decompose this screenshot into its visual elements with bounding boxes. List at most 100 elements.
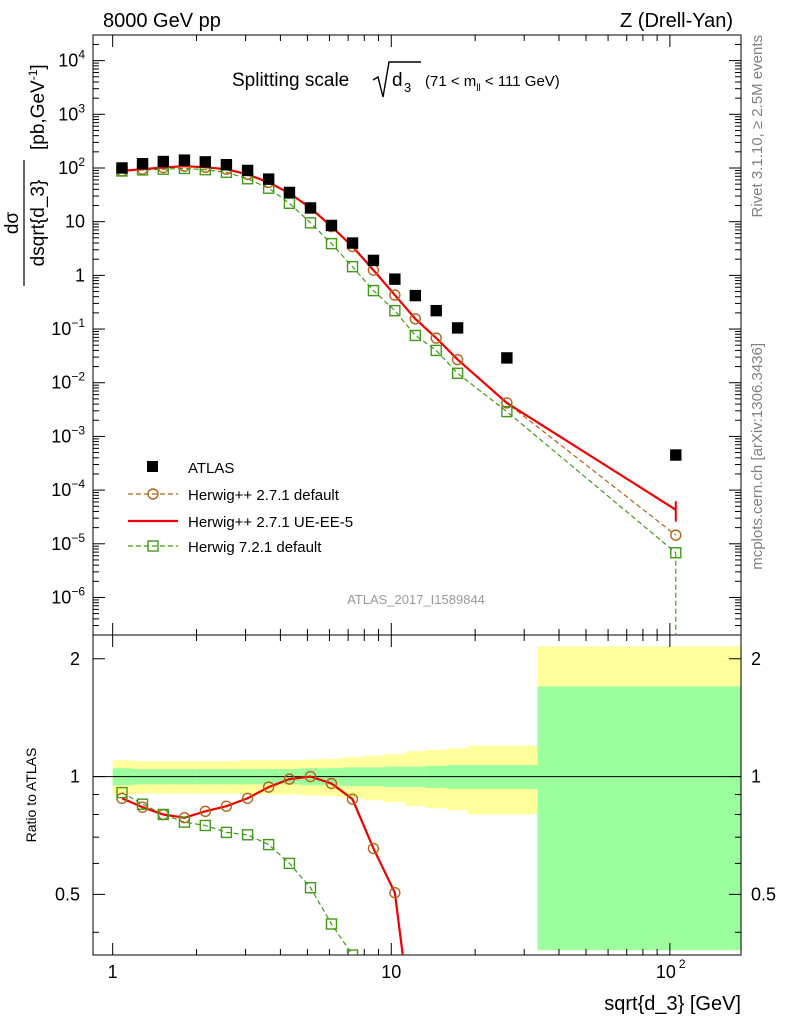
legend-label: Herwig++ 2.7.1 UE-EE-5: [188, 514, 353, 531]
legend-marker: [147, 461, 158, 472]
atlas-data-point: [451, 322, 464, 334]
atlas-data-point: [367, 254, 380, 267]
legend-item: Herwig 7.2.1 default: [128, 539, 322, 556]
atlas-data-point: [304, 202, 317, 214]
ratio-y-axis-label: Ratio to ATLAS: [23, 748, 39, 843]
ratio-herwig7-point: [241, 829, 254, 841]
main-series: [116, 154, 682, 635]
atlas-data-point: [116, 162, 128, 174]
ratio-y-tick-label: 2: [70, 649, 80, 669]
ratio-herwig7-point: [325, 918, 338, 930]
ratio-herwig-default-point: [304, 770, 317, 783]
stat-uncertainty-band: [537, 686, 741, 951]
ratio-herwig-default-point: [346, 793, 359, 805]
atlas-data-point: [220, 159, 233, 171]
atlas-data-point: [670, 449, 682, 461]
plot-title-cut: (71 < mll < 111 GeV): [425, 73, 560, 94]
atlas-data-point: [136, 158, 149, 170]
legend-marker: [147, 540, 159, 552]
legend-item: Herwig++ 2.7.1 default: [128, 487, 340, 504]
ratio-herwig7-point: [346, 949, 359, 955]
axis-ticks: 1 10 10 210−610−510−410−310−210−11101021031…: [51, 34, 776, 982]
ratio-herwig7-line: [121, 792, 354, 955]
plot-title-sub: 3: [404, 80, 411, 95]
rivet-label: Rivet 3.1.10, ≥ 2.5M events: [749, 35, 766, 218]
herwig7-point: [389, 304, 401, 317]
herwig7-point: [346, 260, 359, 273]
sqrt-symbol: [372, 61, 421, 98]
ratio-herwig7-point: [136, 798, 149, 810]
herwig-default-point: [409, 313, 422, 325]
y-tick-label: 10−3: [51, 423, 85, 446]
herwig7-point: [325, 237, 338, 250]
mcplots-label: mcplots.cern.ch [arXiv:1306.3436]: [749, 343, 766, 570]
herwig-default-point: [451, 353, 464, 366]
ratio-herwig7-point: [157, 808, 170, 821]
y-label-denominator: dsqrt{d_3}: [28, 180, 49, 267]
ratio-herwig7-point: [199, 819, 211, 832]
y-tick-label: 1: [75, 265, 85, 285]
ratio-herwig-default-point: [220, 800, 233, 812]
y-tick-label: 104: [58, 48, 85, 71]
y-axis-label: dσ dsqrt{d_3} [pb,GeV-1]: [2, 64, 49, 286]
y-label-unit: [pb,GeV-1]: [26, 64, 49, 150]
legend: ATLAS Herwig++ 2.7.1 default Herwig++ 2.7.…: [128, 460, 353, 556]
ratio-herwig7-point: [262, 838, 275, 851]
herwig7-point: [283, 197, 296, 209]
atlas-data-point: [241, 164, 254, 177]
ratio-herwig7-point: [116, 786, 128, 799]
y-tick-label: 10−5: [51, 531, 85, 554]
ratio-herwig7-point: [304, 882, 317, 894]
herwig7-point: [451, 367, 464, 379]
analysis-watermark: ATLAS_2017_I1589844: [347, 592, 485, 607]
atlas-data-point: [501, 352, 513, 364]
ratio-herwig7-point: [178, 816, 191, 828]
atlas-data-point: [178, 154, 191, 166]
y-tick-label: 10−2: [51, 370, 85, 393]
legend-label: Herwig++ 2.7.1 default: [188, 487, 340, 504]
atlas-data-point: [409, 289, 422, 302]
atlas-data-point: [325, 219, 338, 232]
ratio-herwig-default-line: [121, 775, 404, 955]
x-axis-label: sqrt{d_3} [GeV]: [604, 993, 741, 1015]
ratio-herwig7-point: [220, 826, 233, 839]
y-tick-label: 10−4: [51, 477, 85, 500]
atlas-data-point: [283, 186, 296, 199]
herwig7-line: [121, 167, 677, 554]
herwig7-point: [501, 405, 513, 418]
atlas-data-point: [199, 156, 211, 168]
y-tick-label: 103: [58, 101, 85, 124]
header-left: 8000 GeV pp: [103, 10, 221, 32]
plot-title-main: Splitting scale: [232, 70, 349, 91]
uncertainty-bands: [112, 646, 741, 951]
x-tick-label-exp: 2: [679, 957, 686, 971]
ratio-herwig-default-point: [389, 886, 401, 899]
herwig7-point: [304, 217, 317, 229]
ratio-herwig-default-point: [199, 805, 211, 818]
y-tick-label: 10: [65, 212, 85, 232]
header-right: Z (Drell-Yan): [620, 10, 733, 32]
ratio-plot-frame: [92, 634, 742, 956]
plot-title-sym: d: [392, 70, 403, 91]
ratio-herwig-default-point: [241, 792, 254, 804]
ratio-y-tick-label: 0.5: [751, 884, 776, 904]
ratio-herwig-default-point: [283, 773, 296, 785]
y-tick-label: 10−1: [51, 316, 85, 339]
ratio-herwig7-point: [283, 857, 296, 870]
ratio-y-tick-label: 2: [751, 649, 761, 669]
y-tick-label: 10−6: [51, 584, 85, 607]
herwig-default-line: [121, 165, 677, 536]
atlas-data-point: [157, 155, 170, 168]
herwig-default-point: [430, 332, 442, 344]
legend-item: ATLAS: [147, 460, 234, 477]
x-tick-label: 10: [381, 962, 401, 982]
legend-item: Herwig++ 2.7.1 UE-EE-5: [128, 514, 353, 531]
atlas-data-point: [389, 273, 401, 285]
legend-label: Herwig 7.2.1 default: [188, 539, 322, 556]
herwig7-point: [409, 329, 422, 342]
plot-title: Splitting scale d 3 (71 < mll < 111 GeV): [232, 61, 560, 98]
herwig-ueee5-line: [121, 165, 677, 511]
atlas-data-point: [430, 304, 442, 317]
herwig-default-point: [389, 289, 401, 301]
